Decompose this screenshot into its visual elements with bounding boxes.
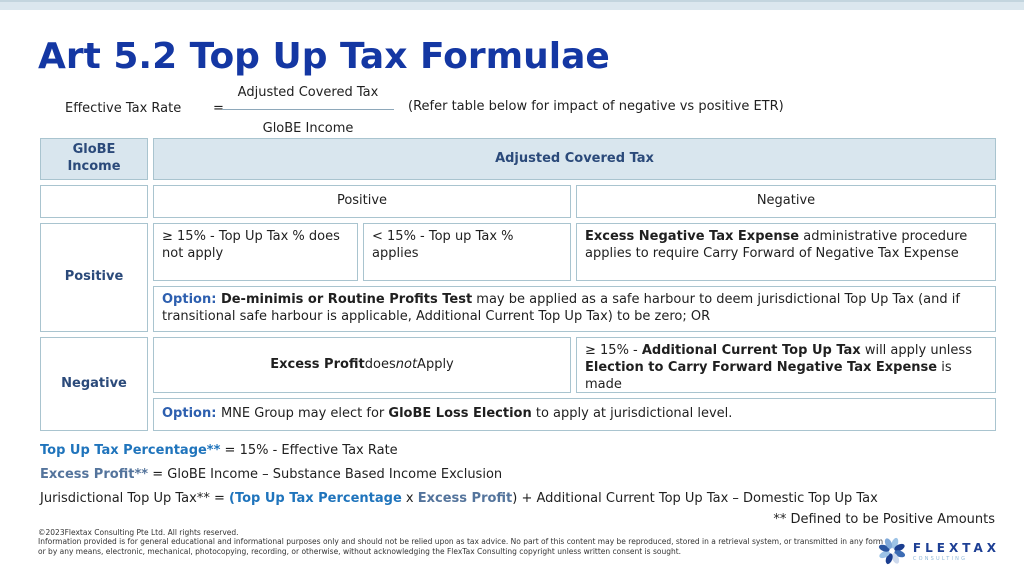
formula-topup-percentage: Top Up Tax Percentage** = 15% - Effectiv… — [40, 443, 398, 458]
flextax-logo: FLEXTAX CONSULTING — [877, 536, 1000, 566]
etr-formula-lhs: Effective Tax Rate — [65, 101, 182, 116]
table-blank-cell — [40, 185, 148, 218]
cell-excess-negative-tax-expense: Excess Negative Tax Expense administrati… — [576, 223, 996, 281]
column-header-negative: Negative — [576, 185, 996, 218]
formula-excess-profit: Excess Profit** = GloBE Income – Substan… — [40, 467, 503, 482]
cell-positive-option: Option: De-minimis or Routine Profits Te… — [153, 286, 996, 332]
negative-option-text: Option: MNE Group may elect for GloBE Lo… — [162, 406, 733, 422]
column-header-positive: Positive — [153, 185, 571, 218]
row-label-negative: Negative — [40, 337, 148, 431]
etr-denominator: GloBE Income — [262, 121, 354, 136]
table-corner-header: GloBE Income — [40, 138, 148, 180]
etr-formula-note: (Refer table below for impact of negativ… — [408, 99, 784, 114]
positive-option-text: Option: De-minimis or Routine Profits Te… — [162, 292, 960, 324]
logo-subtitle: CONSULTING — [912, 555, 968, 562]
etr-formula-equals: = — [213, 101, 224, 116]
top-accent-bar — [0, 0, 1024, 10]
logo-text: FLEXTAX CONSULTING — [913, 541, 1000, 562]
cell-additional-current-topup: ≥ 15% - Additional Current Top Up Tax wi… — [576, 337, 996, 393]
cell-lt15-topup-applies: < 15% - Top up Tax % applies — [363, 223, 571, 281]
formula-jurisdictional-topup: Jurisdictional Top Up Tax** = (Top Up Ta… — [40, 491, 878, 506]
positive-amounts-note: ** Defined to be Positive Amounts — [773, 512, 995, 527]
etr-fraction: Adjusted Covered Tax GloBE Income — [222, 85, 394, 136]
fraction-bar — [222, 109, 394, 110]
cell-negative-option: Option: MNE Group may elect for GloBE Lo… — [153, 398, 996, 431]
footer: ©2023Flextax Consulting Pte Ltd. All rig… — [38, 528, 888, 556]
etr-numerator: Adjusted Covered Tax — [237, 85, 379, 100]
logo-name: FLEXTAX — [912, 540, 1000, 555]
copyright-line: ©2023Flextax Consulting Pte Ltd. All rig… — [38, 528, 239, 537]
cell-ge15-no-topup: ≥ 15% - Top Up Tax % does not apply — [153, 223, 358, 281]
etr-formula: Effective Tax Rate = Adjusted Covered Ta… — [0, 85, 1024, 136]
row-label-positive: Positive — [40, 223, 148, 332]
tax-matrix-table: GloBE Income Adjusted Covered Tax Positi… — [40, 138, 996, 431]
page-title: Art 5.2 Top Up Tax Formulae — [38, 36, 610, 77]
table-main-header: Adjusted Covered Tax — [153, 138, 996, 180]
cell-excess-profit-not-apply: Excess Profit does not Apply — [153, 337, 571, 393]
disclaimer-text: Information provided is for general educ… — [38, 537, 884, 556]
pinwheel-logo-icon — [878, 537, 905, 565]
